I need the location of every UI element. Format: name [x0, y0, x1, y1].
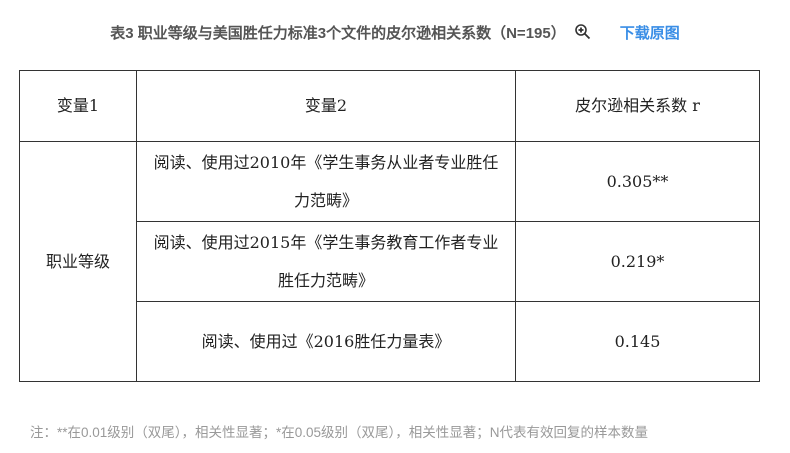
value-cell: 0.219* [515, 221, 760, 302]
table-row: 职业等级 阅读、使用过2010年《学生事务从业者专业胜任力范畴》 0.305** [19, 141, 760, 382]
download-original-link[interactable]: 下载原图 [619, 25, 680, 42]
value-cell: 0.305** [515, 141, 760, 222]
variable-cell: 阅读、使用过2010年《学生事务从业者专业胜任力范畴》 [136, 141, 516, 222]
table-row: 阅读、使用过2015年《学生事务教育工作者专业胜任力范畴》 0.219* [20, 221, 760, 302]
column-header: 皮尔逊相关系数 r [515, 70, 760, 142]
caption-text: 表3 职业等级与美国胜任力标准3个文件的皮尔逊相关系数（N=195） [110, 25, 566, 42]
table-note: 注：**在0.01级别（双尾），相关性显著；*在0.05级别（双尾），相关性显著… [30, 425, 649, 440]
table-header-row: 变量1 变量2 皮尔逊相关系数 r [19, 70, 760, 142]
group-cell: 职业等级 [19, 141, 137, 382]
magnifier-plus-icon[interactable] [574, 23, 592, 45]
table-caption: 表3 职业等级与美国胜任力标准3个文件的皮尔逊相关系数（N=195） 下载原图 [0, 22, 790, 45]
variable-cell: 阅读、使用过2015年《学生事务教育工作者专业胜任力范畴》 [136, 221, 516, 302]
column-header: 变量1 [19, 70, 137, 142]
table-row: 阅读、使用过《2016胜任力量表》 0.145 [20, 301, 760, 382]
value-cell: 0.145 [515, 301, 760, 382]
column-header: 变量2 [136, 70, 516, 142]
correlation-table: 变量1 变量2 皮尔逊相关系数 r 职业等级 阅读、使用过2010年《学生事务从… [19, 70, 760, 382]
variable-cell: 阅读、使用过《2016胜任力量表》 [136, 301, 516, 382]
